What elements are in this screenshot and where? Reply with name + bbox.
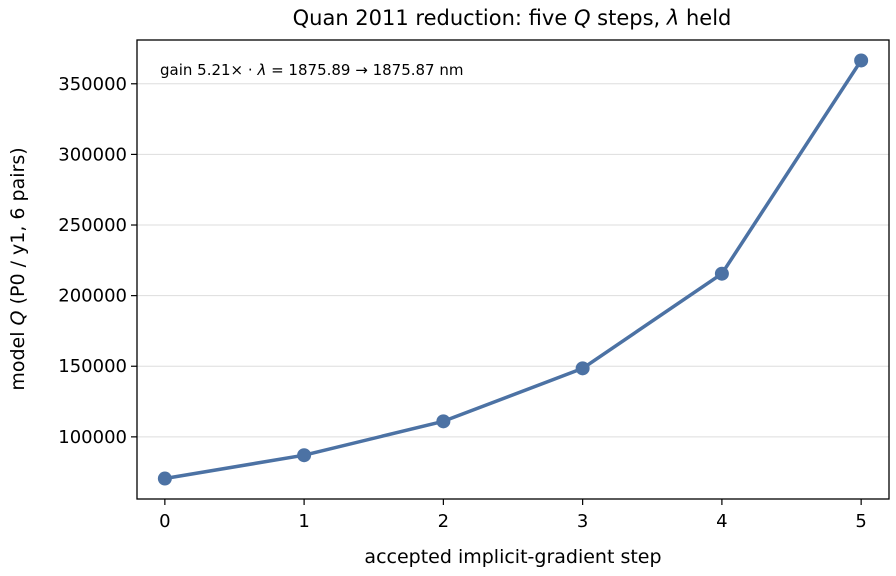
x-tick-label-0: 0	[159, 511, 170, 532]
y-tick-label-4: 300000	[58, 144, 127, 165]
chart-title: Quan 2011 reduction: five Q steps, λ hel…	[293, 6, 732, 30]
y-tick-label-1: 150000	[58, 356, 127, 377]
x-tick-label-5: 5	[855, 511, 866, 532]
x-tick-label-4: 4	[716, 511, 727, 532]
y-tick-label-0: 100000	[58, 427, 127, 448]
annotation: gain 5.21× · λ = 1875.89 → 1875.87 nm	[160, 61, 463, 79]
y-tick-label-2: 200000	[58, 286, 127, 307]
x-tick-label-2: 2	[438, 511, 449, 532]
data-point-1	[297, 448, 312, 463]
data-point-5	[854, 53, 869, 68]
y-tick-label-3: 250000	[58, 215, 127, 236]
y-axis-label: model Q (P0 / y1, 6 pairs)	[7, 147, 29, 390]
series-line	[163, 58, 863, 481]
grid-lines	[137, 83, 889, 438]
x-axis-label: accepted implicit-gradient step	[364, 546, 661, 568]
plot-frame	[136, 39, 890, 500]
y-tick-label-5: 350000	[58, 74, 127, 95]
data-point-2	[436, 414, 451, 429]
series	[157, 53, 869, 486]
data-point-0	[157, 471, 172, 486]
x-axis-ticks: 0 1 2 3 4 5	[159, 499, 867, 532]
y-axis-ticks: 100000 150000 200000 250000 300000 350000	[58, 74, 137, 448]
x-tick-label-1: 1	[298, 511, 309, 532]
data-point-4	[714, 266, 729, 281]
data-point-3	[575, 361, 590, 376]
x-tick-label-3: 3	[577, 511, 588, 532]
